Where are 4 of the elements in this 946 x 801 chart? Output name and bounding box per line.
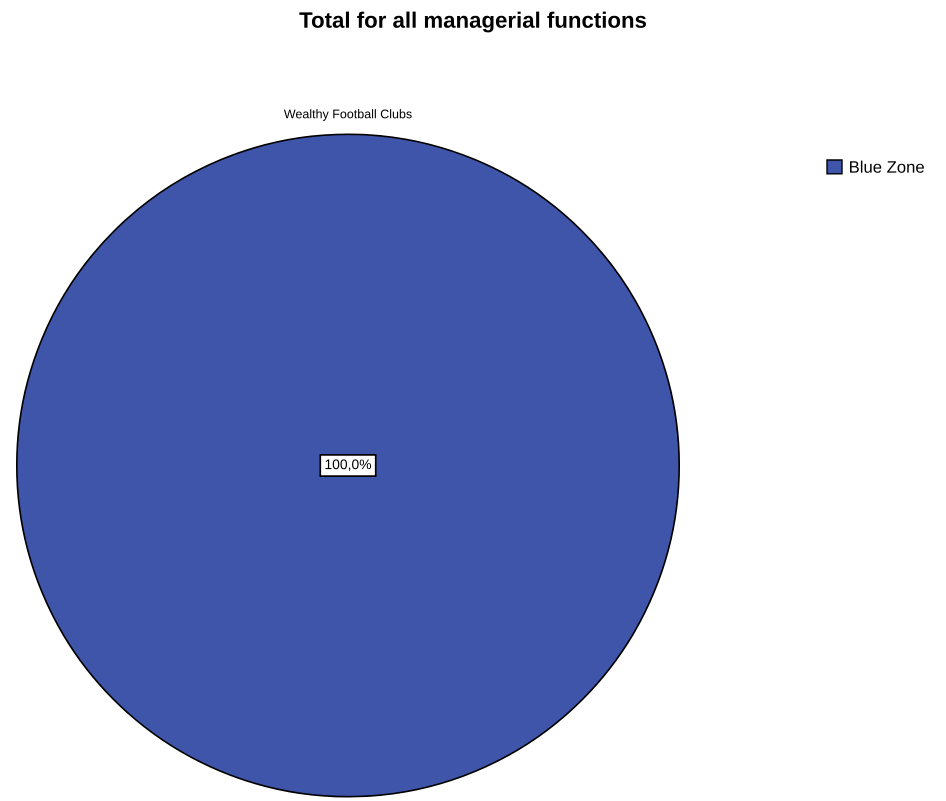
legend-label: Blue Zone <box>850 160 924 173</box>
data-label: 100,0% <box>326 459 372 471</box>
chart-title: Total for all managerial functions <box>299 12 646 32</box>
chart-subtitle: Wealthy Football Clubs <box>284 109 412 121</box>
